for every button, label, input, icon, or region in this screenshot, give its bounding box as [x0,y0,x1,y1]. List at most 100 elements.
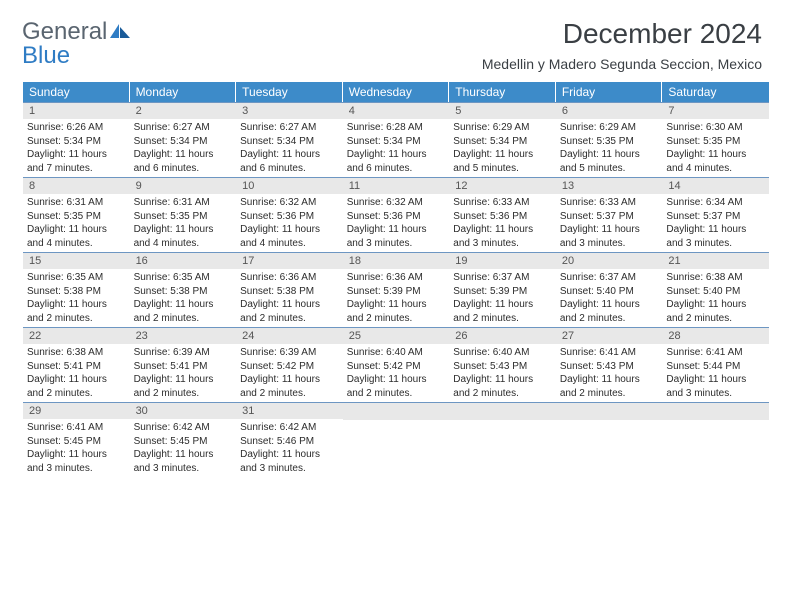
empty-day [662,403,769,420]
day-number: 6 [556,103,663,119]
day-cell: 31Sunrise: 6:42 AMSunset: 5:46 PMDayligh… [236,403,343,477]
day-details: Sunrise: 6:32 AMSunset: 5:36 PMDaylight:… [236,194,343,252]
day-cell: 2Sunrise: 6:27 AMSunset: 5:34 PMDaylight… [130,103,237,177]
day-header-sun: Sunday [23,82,130,102]
day-cell: 16Sunrise: 6:35 AMSunset: 5:38 PMDayligh… [130,253,237,327]
day-number: 22 [23,328,130,344]
day-details: Sunrise: 6:41 AMSunset: 5:43 PMDaylight:… [556,344,663,402]
logo-sail-icon [109,23,131,39]
day-number: 27 [556,328,663,344]
day-cell: 3Sunrise: 6:27 AMSunset: 5:34 PMDaylight… [236,103,343,177]
day-cell: 25Sunrise: 6:40 AMSunset: 5:42 PMDayligh… [343,328,450,402]
page-header: General December 2024 Medellin y Madero … [0,0,792,76]
day-cell: 21Sunrise: 6:38 AMSunset: 5:40 PMDayligh… [662,253,769,327]
day-cell [449,403,556,477]
day-number: 17 [236,253,343,269]
day-cell: 15Sunrise: 6:35 AMSunset: 5:38 PMDayligh… [23,253,130,327]
day-header-fri: Friday [556,82,663,102]
day-details: Sunrise: 6:29 AMSunset: 5:35 PMDaylight:… [556,119,663,177]
day-cell: 9Sunrise: 6:31 AMSunset: 5:35 PMDaylight… [130,178,237,252]
day-cell: 28Sunrise: 6:41 AMSunset: 5:44 PMDayligh… [662,328,769,402]
day-number: 28 [662,328,769,344]
day-number: 24 [236,328,343,344]
day-details: Sunrise: 6:26 AMSunset: 5:34 PMDaylight:… [23,119,130,177]
day-details: Sunrise: 6:37 AMSunset: 5:40 PMDaylight:… [556,269,663,327]
logo-word2: Blue [22,42,70,70]
day-number: 11 [343,178,450,194]
day-cell: 17Sunrise: 6:36 AMSunset: 5:38 PMDayligh… [236,253,343,327]
week-row: 15Sunrise: 6:35 AMSunset: 5:38 PMDayligh… [23,252,769,327]
day-details: Sunrise: 6:32 AMSunset: 5:36 PMDaylight:… [343,194,450,252]
day-number: 3 [236,103,343,119]
day-header-wed: Wednesday [343,82,450,102]
day-details: Sunrise: 6:33 AMSunset: 5:36 PMDaylight:… [449,194,556,252]
day-cell: 13Sunrise: 6:33 AMSunset: 5:37 PMDayligh… [556,178,663,252]
empty-day [556,403,663,420]
day-details: Sunrise: 6:39 AMSunset: 5:42 PMDaylight:… [236,344,343,402]
day-details: Sunrise: 6:40 AMSunset: 5:43 PMDaylight:… [449,344,556,402]
day-cell: 30Sunrise: 6:42 AMSunset: 5:45 PMDayligh… [130,403,237,477]
calendar-grid: Sunday Monday Tuesday Wednesday Thursday… [23,82,769,477]
day-cell: 26Sunrise: 6:40 AMSunset: 5:43 PMDayligh… [449,328,556,402]
title-block: December 2024 Medellin y Madero Segunda … [482,18,762,72]
day-cell: 20Sunrise: 6:37 AMSunset: 5:40 PMDayligh… [556,253,663,327]
day-cell: 27Sunrise: 6:41 AMSunset: 5:43 PMDayligh… [556,328,663,402]
day-cell: 29Sunrise: 6:41 AMSunset: 5:45 PMDayligh… [23,403,130,477]
day-details: Sunrise: 6:27 AMSunset: 5:34 PMDaylight:… [130,119,237,177]
day-number: 16 [130,253,237,269]
location-subtitle: Medellin y Madero Segunda Seccion, Mexic… [482,56,762,72]
day-cell: 5Sunrise: 6:29 AMSunset: 5:34 PMDaylight… [449,103,556,177]
day-number: 1 [23,103,130,119]
week-row: 1Sunrise: 6:26 AMSunset: 5:34 PMDaylight… [23,102,769,177]
day-number: 5 [449,103,556,119]
day-headers-row: Sunday Monday Tuesday Wednesday Thursday… [23,82,769,102]
day-number: 21 [662,253,769,269]
day-number: 9 [130,178,237,194]
month-title: December 2024 [482,18,762,50]
day-number: 25 [343,328,450,344]
day-details: Sunrise: 6:41 AMSunset: 5:45 PMDaylight:… [23,419,130,477]
week-row: 8Sunrise: 6:31 AMSunset: 5:35 PMDaylight… [23,177,769,252]
day-details: Sunrise: 6:38 AMSunset: 5:40 PMDaylight:… [662,269,769,327]
day-number: 20 [556,253,663,269]
day-header-tue: Tuesday [236,82,343,102]
day-cell: 1Sunrise: 6:26 AMSunset: 5:34 PMDaylight… [23,103,130,177]
empty-day [449,403,556,420]
day-details: Sunrise: 6:35 AMSunset: 5:38 PMDaylight:… [23,269,130,327]
empty-day [343,403,450,420]
day-cell: 10Sunrise: 6:32 AMSunset: 5:36 PMDayligh… [236,178,343,252]
day-cell: 7Sunrise: 6:30 AMSunset: 5:35 PMDaylight… [662,103,769,177]
week-row: 29Sunrise: 6:41 AMSunset: 5:45 PMDayligh… [23,402,769,477]
day-number: 2 [130,103,237,119]
day-details: Sunrise: 6:31 AMSunset: 5:35 PMDaylight:… [23,194,130,252]
day-cell: 23Sunrise: 6:39 AMSunset: 5:41 PMDayligh… [130,328,237,402]
day-number: 30 [130,403,237,419]
day-details: Sunrise: 6:35 AMSunset: 5:38 PMDaylight:… [130,269,237,327]
day-cell: 22Sunrise: 6:38 AMSunset: 5:41 PMDayligh… [23,328,130,402]
day-cell: 14Sunrise: 6:34 AMSunset: 5:37 PMDayligh… [662,178,769,252]
week-row: 22Sunrise: 6:38 AMSunset: 5:41 PMDayligh… [23,327,769,402]
day-number: 7 [662,103,769,119]
day-details: Sunrise: 6:31 AMSunset: 5:35 PMDaylight:… [130,194,237,252]
day-header-thu: Thursday [449,82,556,102]
day-details: Sunrise: 6:36 AMSunset: 5:39 PMDaylight:… [343,269,450,327]
day-cell: 24Sunrise: 6:39 AMSunset: 5:42 PMDayligh… [236,328,343,402]
day-details: Sunrise: 6:37 AMSunset: 5:39 PMDaylight:… [449,269,556,327]
day-cell [556,403,663,477]
day-number: 23 [130,328,237,344]
day-details: Sunrise: 6:29 AMSunset: 5:34 PMDaylight:… [449,119,556,177]
day-number: 13 [556,178,663,194]
day-details: Sunrise: 6:30 AMSunset: 5:35 PMDaylight:… [662,119,769,177]
day-details: Sunrise: 6:36 AMSunset: 5:38 PMDaylight:… [236,269,343,327]
day-details: Sunrise: 6:34 AMSunset: 5:37 PMDaylight:… [662,194,769,252]
day-cell: 8Sunrise: 6:31 AMSunset: 5:35 PMDaylight… [23,178,130,252]
day-cell: 18Sunrise: 6:36 AMSunset: 5:39 PMDayligh… [343,253,450,327]
day-number: 29 [23,403,130,419]
day-details: Sunrise: 6:28 AMSunset: 5:34 PMDaylight:… [343,119,450,177]
day-number: 10 [236,178,343,194]
day-cell: 6Sunrise: 6:29 AMSunset: 5:35 PMDaylight… [556,103,663,177]
day-cell: 11Sunrise: 6:32 AMSunset: 5:36 PMDayligh… [343,178,450,252]
day-cell: 4Sunrise: 6:28 AMSunset: 5:34 PMDaylight… [343,103,450,177]
day-cell: 12Sunrise: 6:33 AMSunset: 5:36 PMDayligh… [449,178,556,252]
day-number: 8 [23,178,130,194]
